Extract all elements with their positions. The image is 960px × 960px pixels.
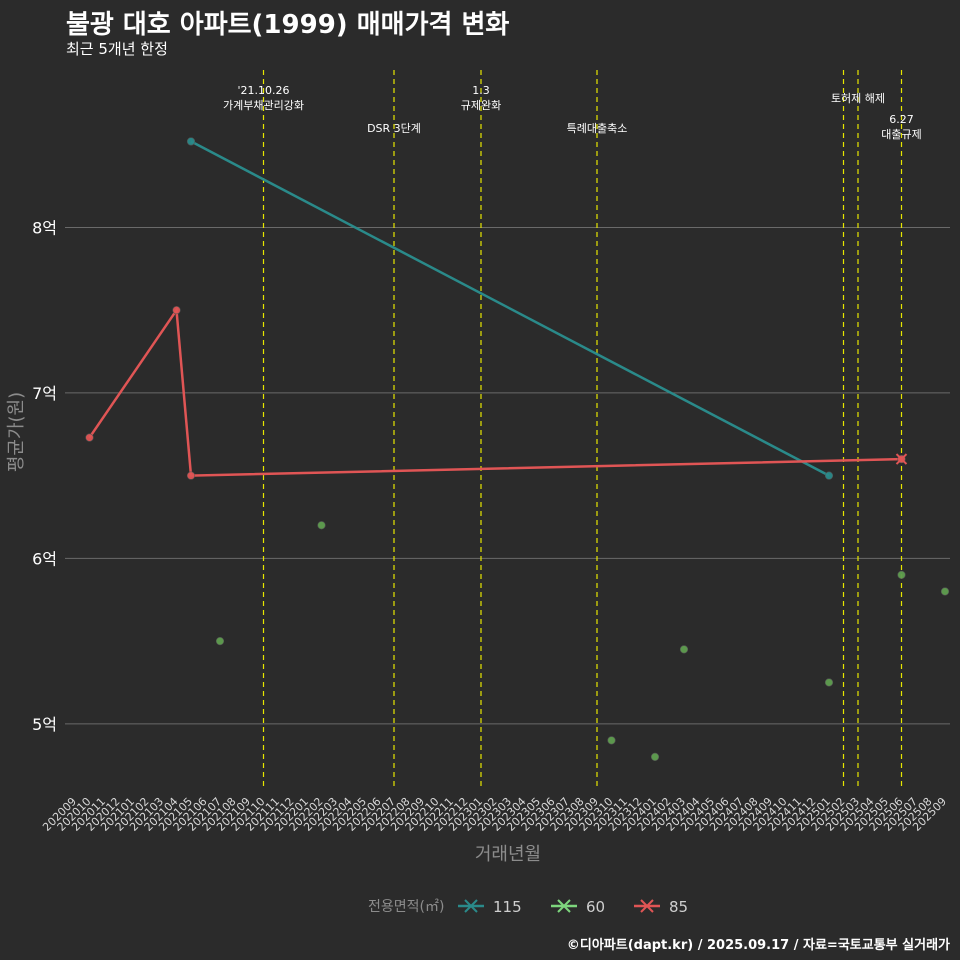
legend-item-115: 115: [458, 898, 522, 916]
chart-subtitle: 최근 5개년 한정: [66, 40, 168, 58]
event-label: 규제완화: [461, 99, 501, 112]
legend-item-60: 60: [551, 898, 605, 916]
series-lines: [88, 140, 902, 477]
event-label: 6.27: [889, 113, 914, 126]
legend-label: 85: [669, 898, 688, 916]
series-points: [85, 137, 950, 762]
y-tick-label: 7억: [32, 384, 57, 403]
data-point-60: [679, 645, 689, 654]
legend-title: 전용면적(㎡): [368, 899, 444, 915]
y-tick-label: 8억: [32, 218, 57, 237]
data-point-60: [650, 752, 660, 762]
legend-key-cross: [557, 899, 571, 913]
event-label: DSR 3단계: [367, 122, 421, 135]
legend-label: 115: [493, 898, 522, 916]
data-point-85: [85, 433, 94, 442]
y-tick-labels: 5억 6억 7억 8억: [32, 218, 57, 733]
legend-key-cross: [640, 899, 654, 913]
y-tick-label: 5억: [32, 715, 57, 734]
data-point-85: [186, 471, 196, 480]
legend-key-cross: [464, 899, 478, 913]
data-point-60: [824, 678, 834, 687]
gridlines: [65, 226, 950, 725]
data-point-115: [824, 471, 834, 480]
event-label: 토허제 해제: [831, 91, 885, 105]
data-point-85: [172, 306, 181, 315]
series-line-85: [88, 306, 902, 477]
event-label: 가계부채관리강화: [223, 99, 304, 112]
marker-stroke: [895, 453, 908, 465]
event-label: 대출규제: [881, 128, 921, 141]
data-point-60: [317, 521, 326, 530]
data-point-60: [215, 636, 225, 646]
x-axis-label: 거래년월: [475, 844, 541, 865]
y-axis-label: 평균가(원): [6, 392, 27, 472]
x-tick-labels: 2020092020102020112020122021012021022021…: [40, 795, 949, 834]
latest-point-marker: [895, 453, 908, 465]
source-caption: ©디아파트(dapt.kr) / 2025.09.17 / 자료=국토교통부 실…: [566, 938, 950, 953]
chart-title: 불광 대호 아파트(1999) 매매가격 변화: [66, 10, 510, 40]
data-point-60: [607, 736, 616, 745]
data-point-115: [186, 137, 196, 146]
event-label: 특례대출축소: [567, 122, 628, 135]
legend: 전용면적(㎡) 115 60 85: [368, 898, 688, 916]
y-tick-label: 6억: [32, 549, 57, 568]
data-point-60: [940, 587, 950, 596]
event-label: '21.10.26: [237, 84, 289, 97]
series-line-115: [190, 140, 830, 477]
data-point-60: [897, 570, 906, 580]
event-label: 1.3: [472, 84, 490, 97]
legend-label: 60: [586, 898, 605, 916]
legend-item-85: 85: [634, 898, 688, 916]
